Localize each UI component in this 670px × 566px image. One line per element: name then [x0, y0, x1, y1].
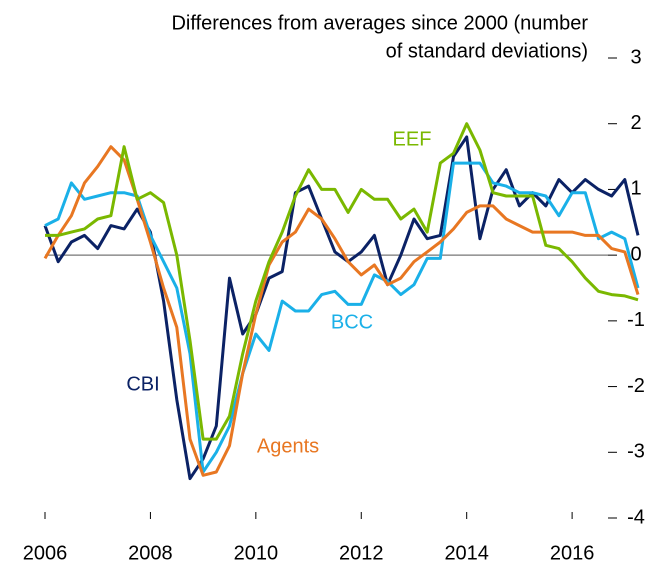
chart-title: Differences from averages since 2000 (nu… — [171, 12, 588, 34]
x-tick-label: 2014 — [444, 542, 489, 564]
series-line — [43, 145, 640, 477]
series-label: CBI — [126, 373, 159, 395]
y-tick-label: 1 — [630, 178, 641, 200]
y-tick-label: -4 — [627, 506, 645, 528]
y-tick-label: -1 — [627, 309, 645, 331]
series-label: BCC — [331, 311, 373, 333]
chart-title: of standard deviations) — [386, 40, 588, 62]
x-tick-label: 2008 — [128, 542, 173, 564]
y-tick-label: 0 — [630, 243, 641, 265]
x-tick-label: 2010 — [234, 542, 279, 564]
x-tick-label: 2016 — [550, 542, 595, 564]
series-label: Agents — [257, 435, 319, 457]
x-tick-label: 2012 — [339, 542, 384, 564]
y-tick-label: -3 — [627, 441, 645, 463]
series-label: EEF — [393, 128, 432, 150]
y-tick-label: 2 — [630, 112, 641, 134]
x-tick-label: 2006 — [23, 542, 68, 564]
y-tick-label: -2 — [627, 375, 645, 397]
y-tick-label: 3 — [630, 46, 641, 68]
series-line — [45, 122, 639, 441]
